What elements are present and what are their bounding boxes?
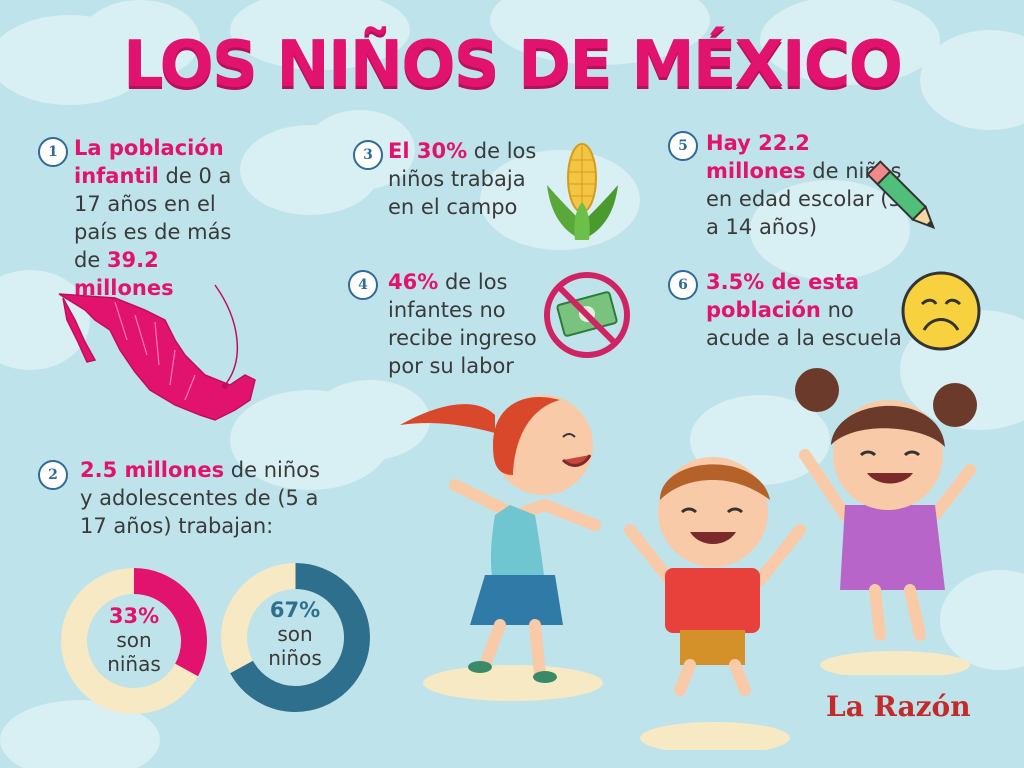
fact-4-highlight: 46% — [388, 270, 439, 294]
boys-caption: son niños — [268, 622, 322, 670]
girls-caption: son niñas — [107, 628, 161, 676]
fact-3-number: 3 — [353, 140, 383, 170]
girls-percent: 33% — [108, 604, 160, 628]
fact-6-text: 3.5% de esta población no acude a la esc… — [706, 268, 906, 352]
fact-1-text: La población infantil de 0 a 17 años en … — [74, 134, 264, 302]
fact-6-body: no acude a la escuela — [706, 298, 902, 350]
page-title: LOS NIÑOS DE MÉXICO — [122, 28, 903, 102]
fact-3-body: de los niños trabaja en el campo — [388, 139, 537, 219]
pencil-icon — [866, 160, 936, 230]
sad-face-icon — [901, 271, 981, 351]
fact-2-highlight: 2.5 millones — [80, 458, 225, 482]
corn-icon — [547, 143, 618, 240]
boys-value-arc — [221, 563, 370, 712]
fact-5-number: 5 — [668, 131, 698, 161]
girls-value-arc — [61, 568, 207, 714]
fact-4-text: 46% de los infantes no recibe ingreso po… — [388, 268, 548, 380]
boys-percent: 67% — [269, 598, 321, 622]
fact-2-text: 2.5 millones de niños y adolescentes de … — [80, 456, 330, 540]
girls-donut-label: 33% son niñas — [84, 604, 184, 676]
fact-1-figure: 39.2 millones — [74, 248, 174, 300]
girl-jumping-illustration — [400, 395, 603, 701]
fact-5-highlight: Hay 22.2 millones — [706, 131, 810, 183]
fact-5-body: de niños en edad escolar (5 a 14 años) — [706, 159, 902, 239]
fact-3-highlight: El 30% — [388, 139, 468, 163]
boys-donut-label: 67% son niños — [245, 598, 345, 670]
boys-donut-chart — [221, 563, 370, 712]
girl-waving-illustration — [795, 368, 977, 675]
mexico-map-icon — [58, 284, 256, 421]
fact-1-number: 1 — [38, 137, 68, 167]
fact-2-number: 2 — [38, 460, 68, 490]
fact-3-text: El 30% de los niños trabaja en el campo — [388, 137, 548, 221]
fact-2-body: de niños y adolescentes de (5 a 17 años)… — [80, 458, 320, 538]
boy-jumping-illustration — [624, 457, 806, 750]
fact-5-text: Hay 22.2 millones de niños en edad escol… — [706, 129, 906, 241]
girls-donut-chart — [61, 568, 207, 714]
fact-6-number: 6 — [668, 270, 698, 300]
fact-1-body: de 0 a 17 años en el país es de más de — [74, 164, 232, 272]
fact-1-highlight: La población infantil — [74, 136, 224, 188]
la-razon-logo: La Razón — [826, 690, 971, 723]
fact-4-body: de los infantes no recibe ingreso por su… — [388, 270, 537, 378]
fact-6-highlight: 3.5% de esta población — [706, 270, 860, 322]
fact-4-number: 4 — [348, 270, 378, 300]
no-money-icon — [544, 272, 630, 358]
